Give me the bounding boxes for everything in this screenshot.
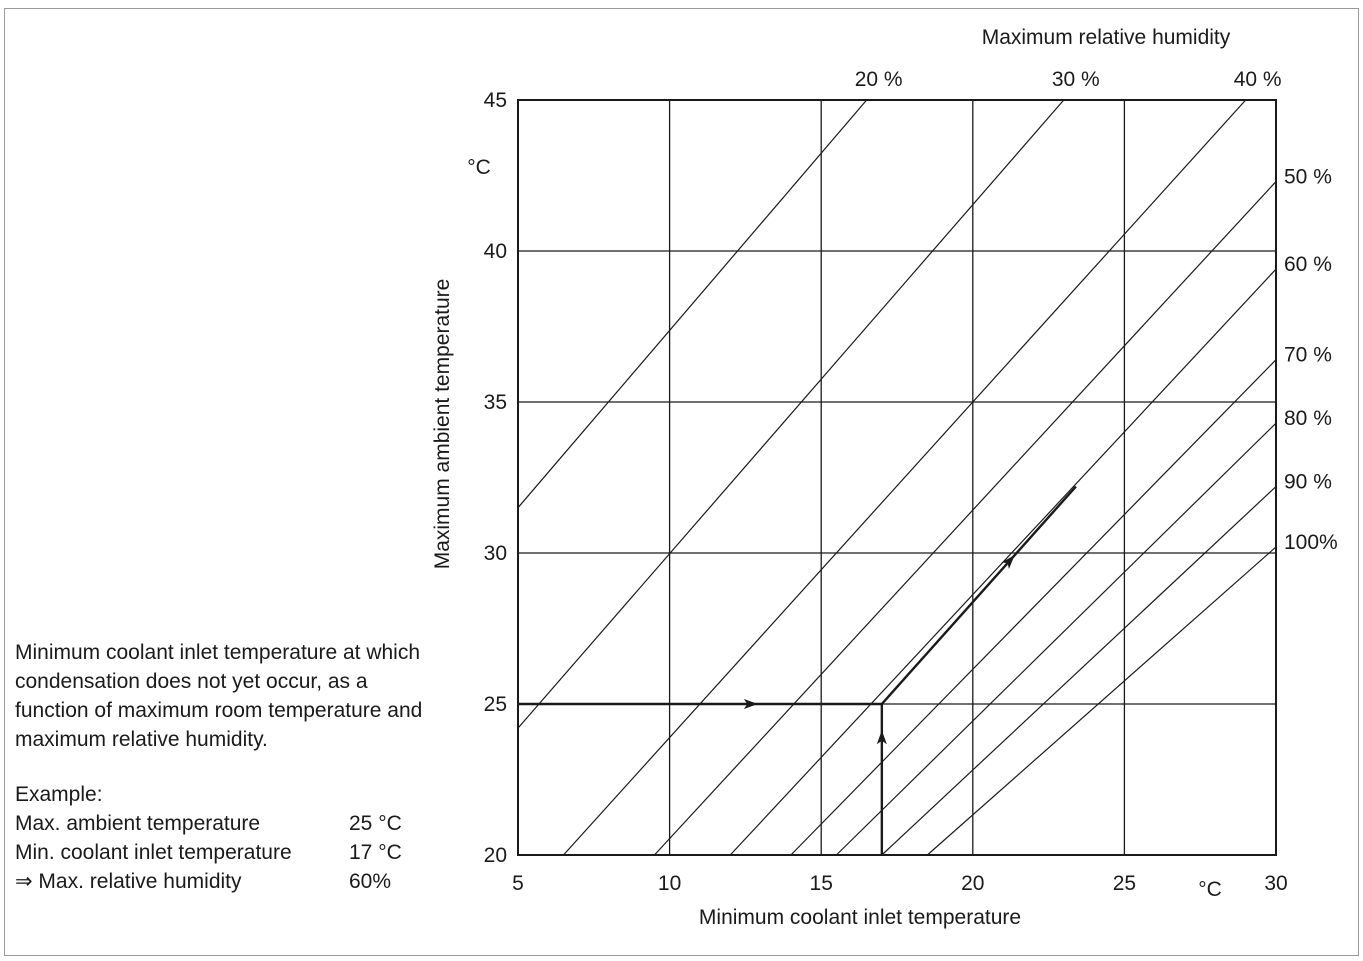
example-label: ⇒ Max. relative humidity: [15, 870, 242, 893]
x-tick-label: 30: [1264, 872, 1287, 895]
example-row: Min. coolant inlet temperature 17 °C: [15, 838, 435, 867]
x-axis-label: Minimum coolant inlet temperature: [699, 906, 1021, 929]
plot-frame: [517, 99, 1277, 856]
humidity-line: [881, 486, 1277, 856]
humidity-line: [790, 359, 1277, 856]
chart-grid: [517, 99, 1277, 856]
x-tick-label: 5: [512, 872, 524, 895]
chart-title: Maximum relative humidity: [982, 26, 1231, 49]
x-tick-label: 20: [961, 872, 984, 895]
y-tick-label: 40: [484, 240, 507, 263]
example-path: [518, 485, 1077, 855]
example-row: ⇒ Max. relative humidity 60%: [15, 867, 435, 896]
humidity-label: 30 %: [1052, 68, 1100, 91]
y-tick-label: 30: [484, 542, 507, 565]
humidity-line: [653, 181, 1277, 856]
x-tick-label: 10: [658, 872, 681, 895]
arrow-head: [1001, 555, 1015, 570]
humidity-label: 50 %: [1284, 166, 1332, 189]
humidity-label: 100%: [1284, 531, 1338, 554]
humidity-line: [926, 546, 1277, 856]
chart-labels: 5 10 15 20 25 30 20 25 30 35 40 45 20 % 30 % 40 % 50 % 6…: [484, 68, 1338, 895]
y-axis-unit: °C: [467, 156, 491, 179]
example-row: Max. ambient temperature 25 °C: [15, 809, 435, 838]
y-tick-label: 20: [484, 844, 507, 867]
y-axis-label: Maximum ambient temperature: [431, 279, 454, 570]
x-axis-unit: °C: [1198, 878, 1222, 901]
humidity-line: [563, 99, 1247, 856]
chart-series: [517, 99, 1277, 856]
y-tick-label: 45: [484, 89, 507, 112]
example-diagonal-line: [880, 485, 1077, 705]
x-tick-label: 25: [1113, 872, 1136, 895]
humidity-line: [517, 99, 868, 509]
humidity-label: 40 %: [1234, 68, 1282, 91]
humidity-line: [517, 99, 1065, 729]
humidity-label: 70 %: [1284, 344, 1332, 367]
example-heading: Example:: [15, 783, 103, 806]
humidity-label: 60 %: [1284, 253, 1332, 276]
humidity-label: 80 %: [1284, 407, 1332, 430]
humidity-label: 20 %: [855, 68, 903, 91]
figure-frame: [4, 8, 1359, 956]
example-label: Max. ambient temperature: [15, 812, 261, 835]
caption-description: Minimum coolant inlet temperature at whi…: [15, 641, 423, 751]
example-label: Min. coolant inlet temperature: [15, 841, 292, 864]
x-tick-label: 15: [810, 872, 833, 895]
example-value: 60%: [349, 870, 392, 893]
humidity-line: [835, 422, 1277, 856]
humidity-label: 90 %: [1284, 471, 1332, 494]
arrow-head: [876, 730, 887, 745]
example-value: 25 °C: [349, 812, 402, 835]
y-tick-label: 25: [484, 693, 507, 716]
example-value: 17 °C: [349, 841, 402, 864]
y-tick-label: 35: [484, 391, 507, 414]
arrow-head: [743, 699, 758, 709]
chart-caption: Minimum coolant inlet temperature at whi…: [15, 638, 435, 896]
